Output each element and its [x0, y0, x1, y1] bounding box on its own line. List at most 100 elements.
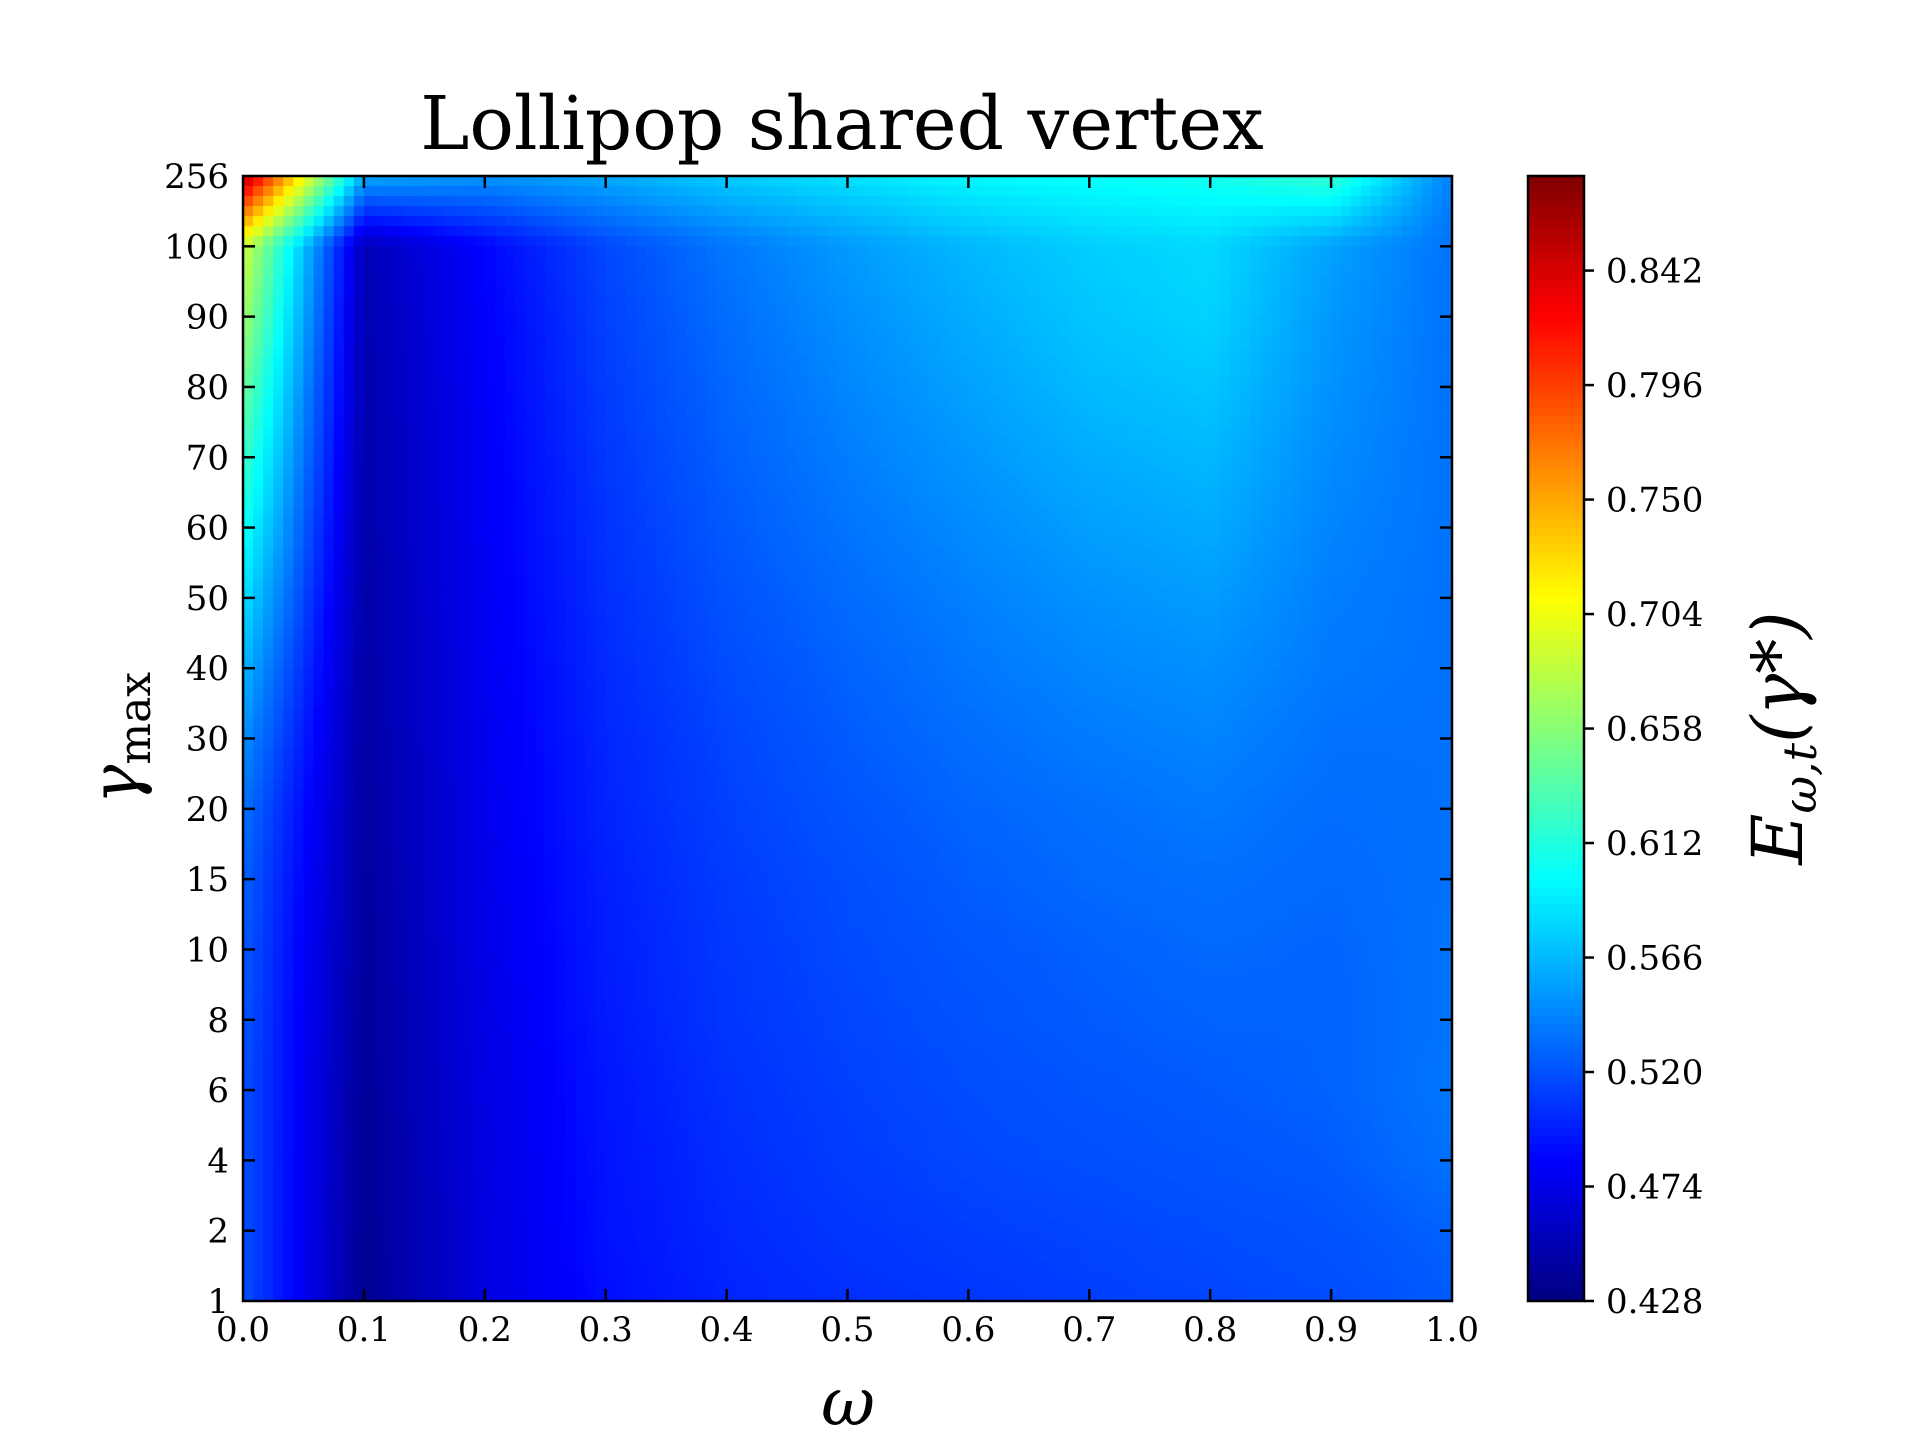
heatmap-cell [756, 477, 768, 488]
heatmap-cell [414, 437, 425, 448]
heatmap-cell [1139, 407, 1151, 418]
heatmap-cell [1280, 246, 1292, 257]
heatmap-cell [928, 346, 939, 358]
heatmap-cell [1431, 507, 1443, 519]
heatmap-cell [897, 256, 909, 267]
heatmap-cell [948, 417, 959, 428]
heatmap-cell [716, 437, 728, 448]
heatmap-cell [434, 396, 446, 408]
heatmap-cell [414, 206, 425, 217]
heatmap-cell [1351, 336, 1362, 348]
heatmap-cell [283, 587, 294, 599]
heatmap-cell [817, 457, 828, 468]
heatmap-cell [867, 246, 879, 257]
heatmap-cell [1421, 376, 1433, 388]
heatmap-cell [948, 567, 959, 579]
heatmap-cell [1331, 286, 1342, 298]
heatmap-cell [545, 577, 556, 589]
heatmap-cell [1250, 356, 1262, 368]
heatmap-cell [968, 537, 980, 549]
heatmap-cell [726, 407, 738, 418]
heatmap-cell [877, 587, 889, 599]
heatmap-cell [787, 196, 798, 207]
heatmap-cell [776, 527, 788, 539]
heatmap-cell [1421, 467, 1433, 478]
heatmap-cell [1179, 176, 1191, 187]
heatmap-cell [837, 547, 849, 559]
heatmap-cell [686, 366, 697, 378]
heatmap-cell [646, 346, 657, 358]
heatmap-cell [938, 176, 949, 187]
heatmap-cell [1260, 497, 1272, 509]
heatmap-cell [988, 176, 1000, 187]
heatmap-cell [918, 467, 929, 478]
heatmap-cell [1028, 567, 1040, 579]
heatmap-cell [787, 527, 798, 539]
heatmap-cell [1401, 266, 1413, 278]
heatmap-cell [575, 226, 587, 237]
heatmap-cell [766, 246, 778, 257]
heatmap-cell [1159, 186, 1171, 197]
heatmap-cell [877, 266, 889, 278]
heatmap-cell [384, 477, 395, 488]
heatmap-cell [394, 316, 405, 328]
heatmap-cell [1270, 437, 1282, 448]
heatmap-cell [1290, 226, 1302, 237]
heatmap-cell [897, 306, 909, 318]
heatmap-cell [1028, 517, 1040, 529]
heatmap-cell [696, 396, 708, 408]
heatmap-cell [615, 196, 627, 207]
heatmap-cell [998, 336, 1010, 348]
heatmap-cell [585, 256, 597, 267]
heatmap-cell [1139, 437, 1151, 448]
heatmap-cell [817, 316, 828, 328]
heatmap-cell [716, 196, 728, 207]
heatmap-cell [424, 316, 436, 328]
heatmap-cell [827, 296, 839, 308]
heatmap-cell [1250, 547, 1262, 559]
heatmap-cell [1089, 577, 1100, 589]
heatmap-cell [1401, 176, 1413, 187]
heatmap-cell [958, 376, 969, 388]
heatmap-cell [1361, 567, 1372, 579]
heatmap-cell [766, 316, 778, 328]
heatmap-cell [756, 396, 768, 408]
heatmap-cell [1321, 186, 1332, 197]
heatmap-cell [676, 366, 687, 378]
heatmap-cell [253, 587, 264, 599]
heatmap-cell [565, 256, 577, 267]
heatmap-cell [666, 226, 677, 237]
heatmap-cell [928, 457, 939, 468]
heatmap-cell [1421, 186, 1433, 197]
heatmap-cell [706, 527, 718, 539]
heatmap-cell [1341, 447, 1352, 458]
heatmap-cell [676, 557, 687, 569]
heatmap-cell [857, 567, 869, 579]
heatmap-cell [1059, 497, 1070, 509]
heatmap-cell [1230, 306, 1242, 318]
heatmap-cell [1089, 396, 1100, 408]
heatmap-cell [384, 346, 395, 358]
heatmap-cell [847, 306, 859, 318]
heatmap-cell [1361, 467, 1372, 478]
heatmap-cell [696, 256, 708, 267]
heatmap-cell [867, 587, 879, 599]
heatmap-cell [998, 256, 1010, 267]
heatmap-cell [988, 316, 1000, 328]
heatmap-cell [605, 487, 617, 499]
heatmap-cell [1028, 336, 1040, 348]
heatmap-cell [867, 497, 879, 509]
heatmap-cell [1321, 276, 1332, 288]
heatmap-cell [1321, 236, 1332, 247]
heatmap-cell [273, 577, 284, 589]
heatmap-cell [1139, 286, 1151, 298]
heatmap-cell [1129, 346, 1141, 358]
heatmap-cell [787, 437, 798, 448]
heatmap-cell [998, 577, 1010, 589]
heatmap-cell [928, 467, 939, 478]
heatmap-cell [837, 296, 849, 308]
heatmap-cell [817, 226, 828, 237]
heatmap-cell [676, 437, 687, 448]
heatmap-cell [918, 206, 929, 217]
heatmap-cell [1321, 386, 1332, 398]
